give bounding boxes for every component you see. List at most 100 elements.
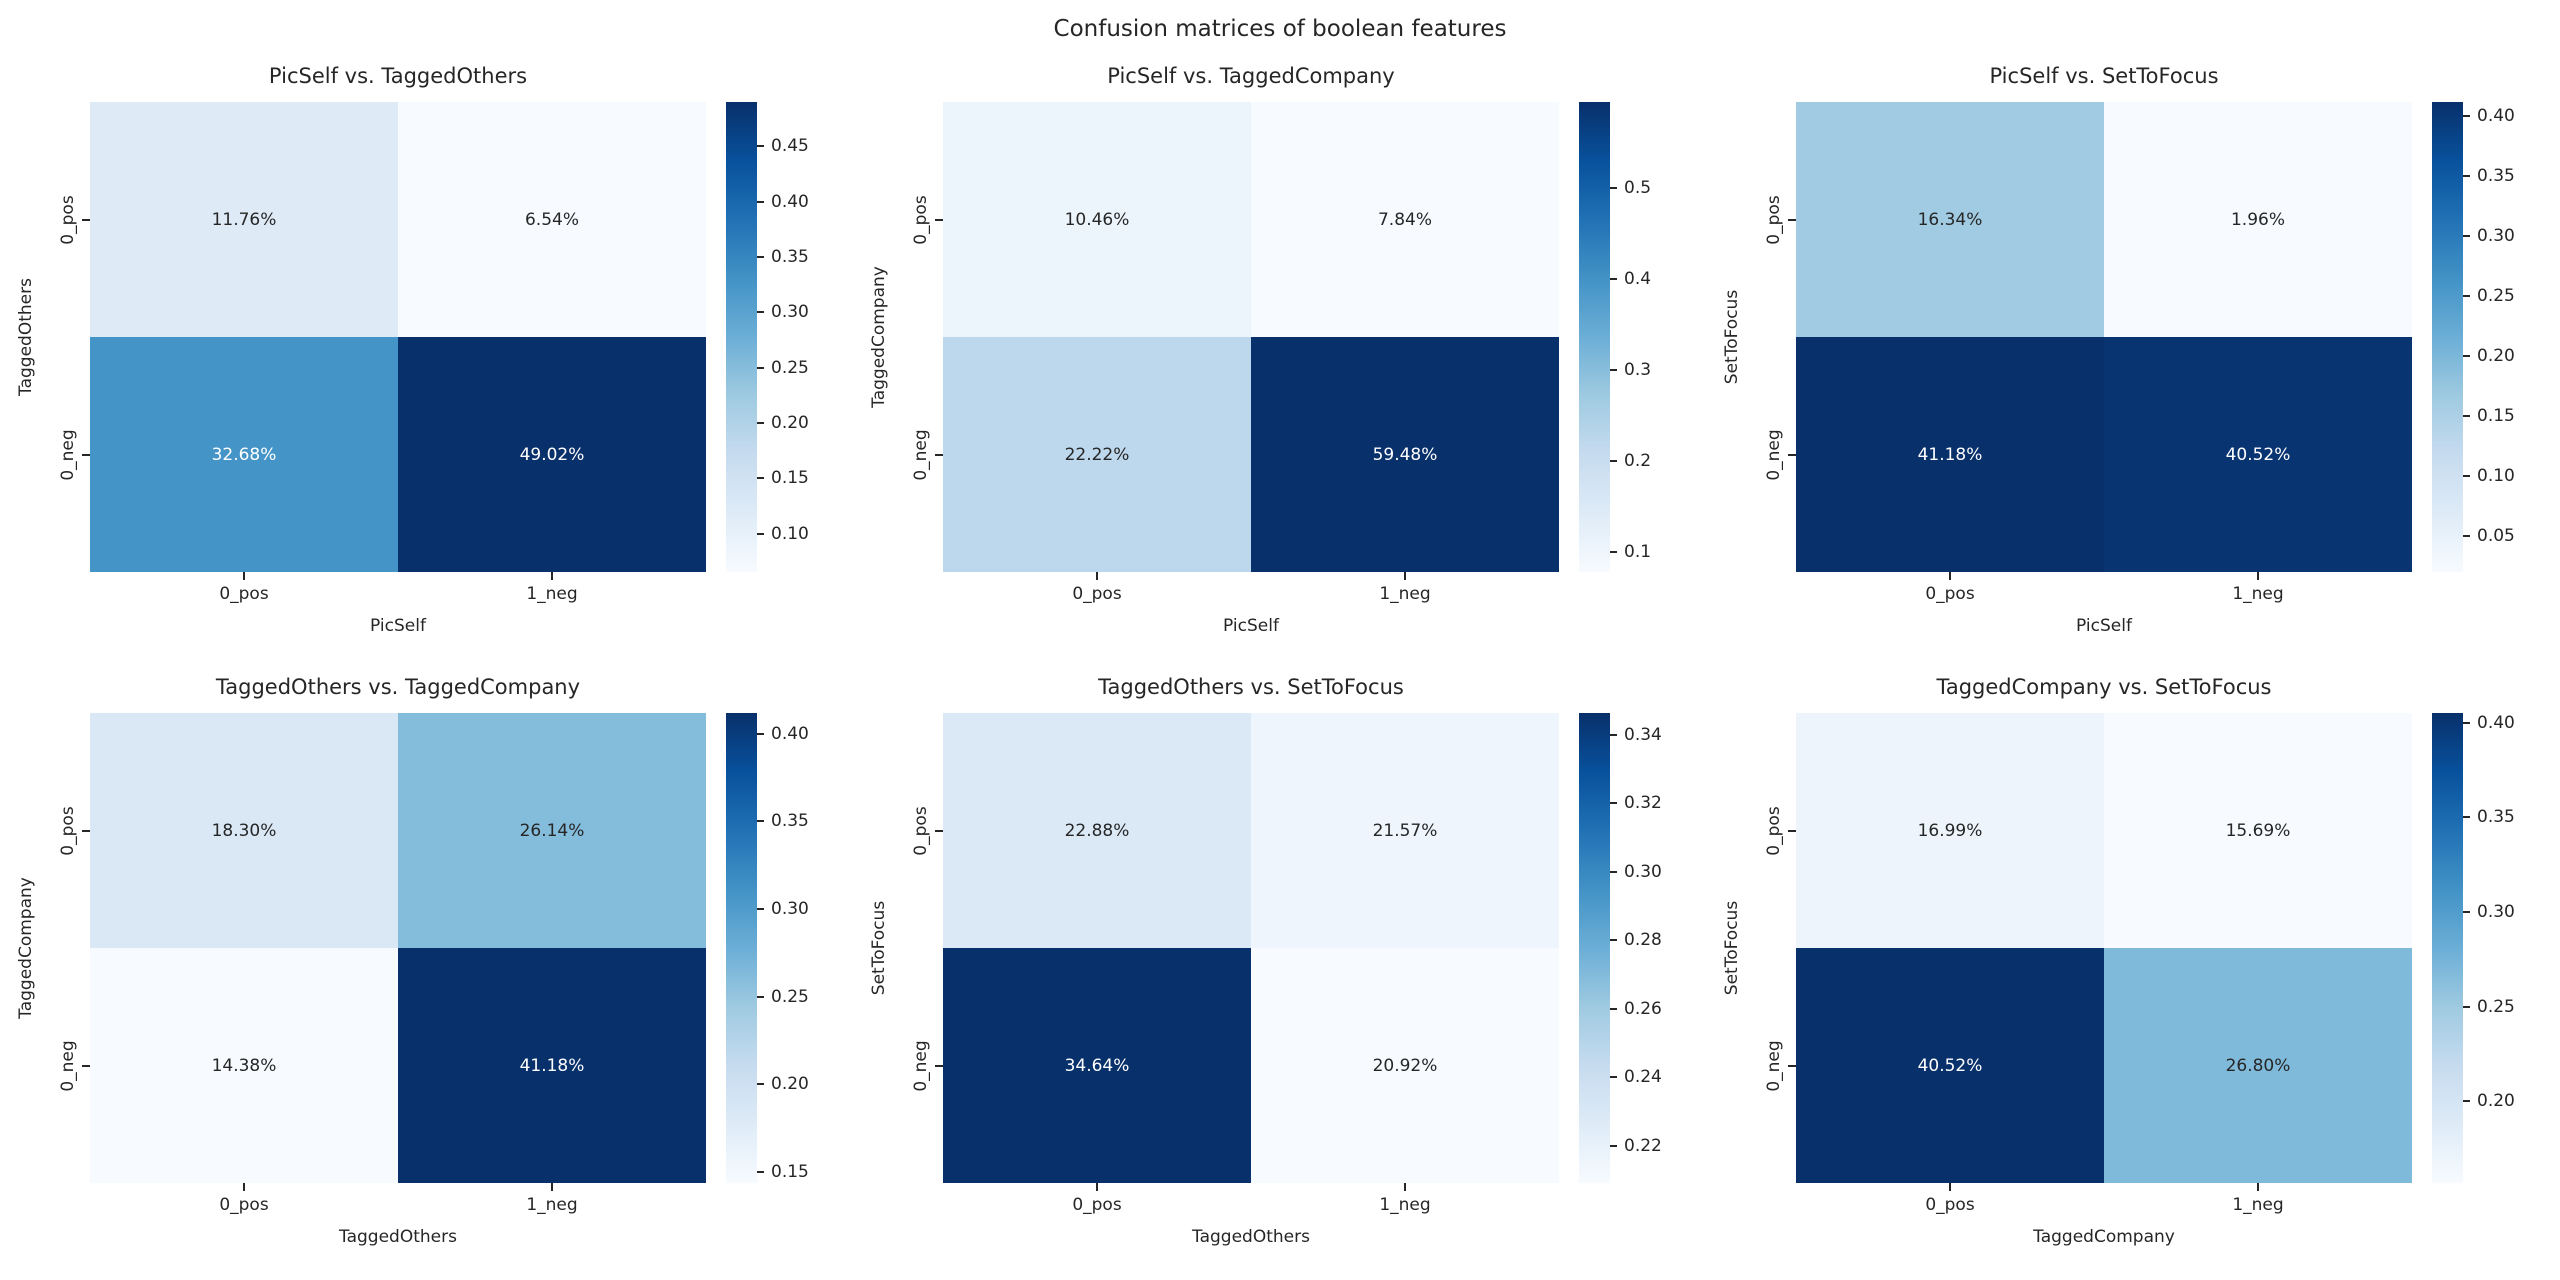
colorbar-tick-label: 0.5 — [1624, 178, 1652, 199]
cell-value: 1.96% — [2230, 209, 2285, 230]
colorbar-tick-label: 0.28 — [1624, 930, 1662, 951]
colorbar-tick-label: 0.20 — [771, 413, 809, 434]
x-tick — [2257, 1183, 2259, 1191]
colorbar-tick-label: 0.30 — [2477, 225, 2515, 246]
colorbar-tick-label: 0.15 — [771, 468, 809, 489]
heatmap-cell: 41.18% — [1796, 337, 2104, 572]
colorbar-tick-label: 0.2 — [1624, 451, 1652, 472]
heatmap-panel: TaggedCompany vs. SetToFocus SetToFocus 16… — [1706, 669, 2559, 1280]
colorbar-tick-label: 0.26 — [1624, 998, 1662, 1019]
colorbar-tick-label: 0.10 — [771, 523, 809, 544]
colorbar-tick-label: 0.32 — [1624, 793, 1662, 814]
colorbar-tick — [1610, 278, 1617, 281]
heatmap-cell: 21.57% — [1251, 713, 1559, 948]
colorbar-tick — [1610, 802, 1617, 805]
heatmap-cell: 10.46% — [943, 102, 1251, 337]
colorbar-tick-label: 0.35 — [771, 247, 809, 268]
colorbar-tick-label: 0.24 — [1624, 1067, 1662, 1088]
x-tick — [1096, 1183, 1098, 1191]
y-tick — [935, 218, 943, 221]
heatmap: 22.88% 21.57% 34.64% 20.92% — [943, 713, 1559, 1183]
heatmap-cell: 1.96% — [2104, 102, 2412, 337]
colorbar-tick-label: 0.40 — [771, 191, 809, 212]
colorbar-tick — [757, 145, 764, 148]
colorbar-tick — [1610, 939, 1617, 942]
colorbar-tick-label: 0.25 — [771, 986, 809, 1007]
x-tick-label: 0_pos — [1072, 1195, 1122, 1215]
colorbar-tick-label: 0.30 — [771, 899, 809, 920]
y-tick-label: 0_neg — [58, 428, 78, 481]
heatmap: 16.34% 1.96% 41.18% 40.52% — [1796, 102, 2412, 572]
colorbar-tick — [2463, 234, 2470, 237]
cell-value: 41.18% — [519, 1055, 585, 1076]
heatmap-panel: PicSelf vs. TaggedCompany TaggedCompany 10… — [853, 58, 1706, 669]
colorbar-tick-label: 0.20 — [771, 1074, 809, 1095]
heatmap-panel: PicSelf vs. SetToFocus SetToFocus 16.34% 1.… — [1706, 58, 2559, 669]
colorbar-tick — [757, 311, 764, 314]
heatmap-cell: 20.92% — [1251, 948, 1559, 1183]
heatmap: 10.46% 7.84% 22.22% 59.48% — [943, 102, 1559, 572]
subplot-title: TaggedOthers vs. SetToFocus — [1098, 675, 1404, 699]
colorbar-tick — [2463, 721, 2470, 724]
heatmap-cell: 16.34% — [1796, 102, 2104, 337]
x-tick-label: 1_neg — [1379, 584, 1431, 604]
cell-value: 6.54% — [524, 209, 579, 230]
cell-value: 16.34% — [1917, 209, 1983, 230]
y-tick — [82, 218, 90, 221]
y-tick — [82, 1064, 90, 1067]
y-tick-label: 0_pos — [1764, 194, 1784, 245]
colorbar-tick-label: 0.25 — [771, 357, 809, 378]
colorbar-tick-label: 0.35 — [2477, 166, 2515, 187]
colorbar-tick — [2463, 115, 2470, 118]
colorbar-tick — [1610, 733, 1617, 736]
colorbar — [726, 713, 757, 1183]
y-tick-label: 0_pos — [911, 805, 931, 856]
x-tick-label: 0_pos — [219, 1195, 269, 1215]
cell-value: 41.18% — [1917, 444, 1983, 465]
cell-value: 26.14% — [519, 820, 585, 841]
heatmap-cell: 40.52% — [2104, 337, 2412, 572]
colorbar-tick-label: 0.15 — [2477, 405, 2515, 426]
x-tick-label: 0_pos — [1925, 1195, 1975, 1215]
heatmap: 11.76% 6.54% 32.68% 49.02% — [90, 102, 706, 572]
cell-value: 22.88% — [1064, 820, 1130, 841]
colorbar-tick — [757, 256, 764, 259]
colorbar-tick — [2463, 474, 2470, 477]
colorbar-tick — [757, 366, 764, 369]
subplot-title: PicSelf vs. TaggedOthers — [268, 64, 528, 88]
heatmap-cell: 40.52% — [1796, 948, 2104, 1183]
cell-value: 16.99% — [1917, 820, 1983, 841]
colorbar-tick-label: 0.34 — [1624, 724, 1662, 745]
cell-value: 34.64% — [1064, 1055, 1130, 1076]
x-axis-label: PicSelf — [2076, 616, 2132, 636]
y-tick — [935, 1064, 943, 1067]
y-axis-label: TaggedOthers — [16, 278, 36, 396]
y-tick-label: 0_neg — [1764, 428, 1784, 481]
y-tick-label: 0_pos — [58, 194, 78, 245]
y-tick-label: 0_pos — [1764, 805, 1784, 856]
x-tick — [1096, 572, 1098, 580]
heatmap-cell: 6.54% — [398, 102, 706, 337]
x-axis-label: TaggedOthers — [339, 1227, 457, 1247]
x-tick — [551, 1183, 553, 1191]
colorbar-tick — [757, 908, 764, 911]
y-tick — [1788, 829, 1796, 832]
heatmap: 16.99% 15.69% 40.52% 26.80% — [1796, 713, 2412, 1183]
x-tick-label: 1_neg — [1379, 1195, 1431, 1215]
figure-title: Confusion matrices of boolean features — [1053, 16, 1507, 42]
colorbar — [2432, 713, 2463, 1183]
heatmap-cell: 11.76% — [90, 102, 398, 337]
x-tick — [243, 1183, 245, 1191]
x-tick-label: 0_pos — [219, 584, 269, 604]
y-axis-label: SetToFocus — [1722, 289, 1742, 385]
colorbar-tick — [2463, 816, 2470, 819]
colorbar-tick — [757, 200, 764, 203]
colorbar-tick — [2463, 534, 2470, 537]
colorbar-tick-label: 0.22 — [1624, 1136, 1662, 1156]
x-axis-label: TaggedCompany — [2033, 1227, 2175, 1247]
y-tick — [1788, 1064, 1796, 1067]
heatmap-cell: 34.64% — [943, 948, 1251, 1183]
colorbar-tick-label: 0.10 — [2477, 465, 2515, 486]
x-tick-label: 1_neg — [2232, 1195, 2284, 1215]
heatmap-cell: 32.68% — [90, 337, 398, 572]
